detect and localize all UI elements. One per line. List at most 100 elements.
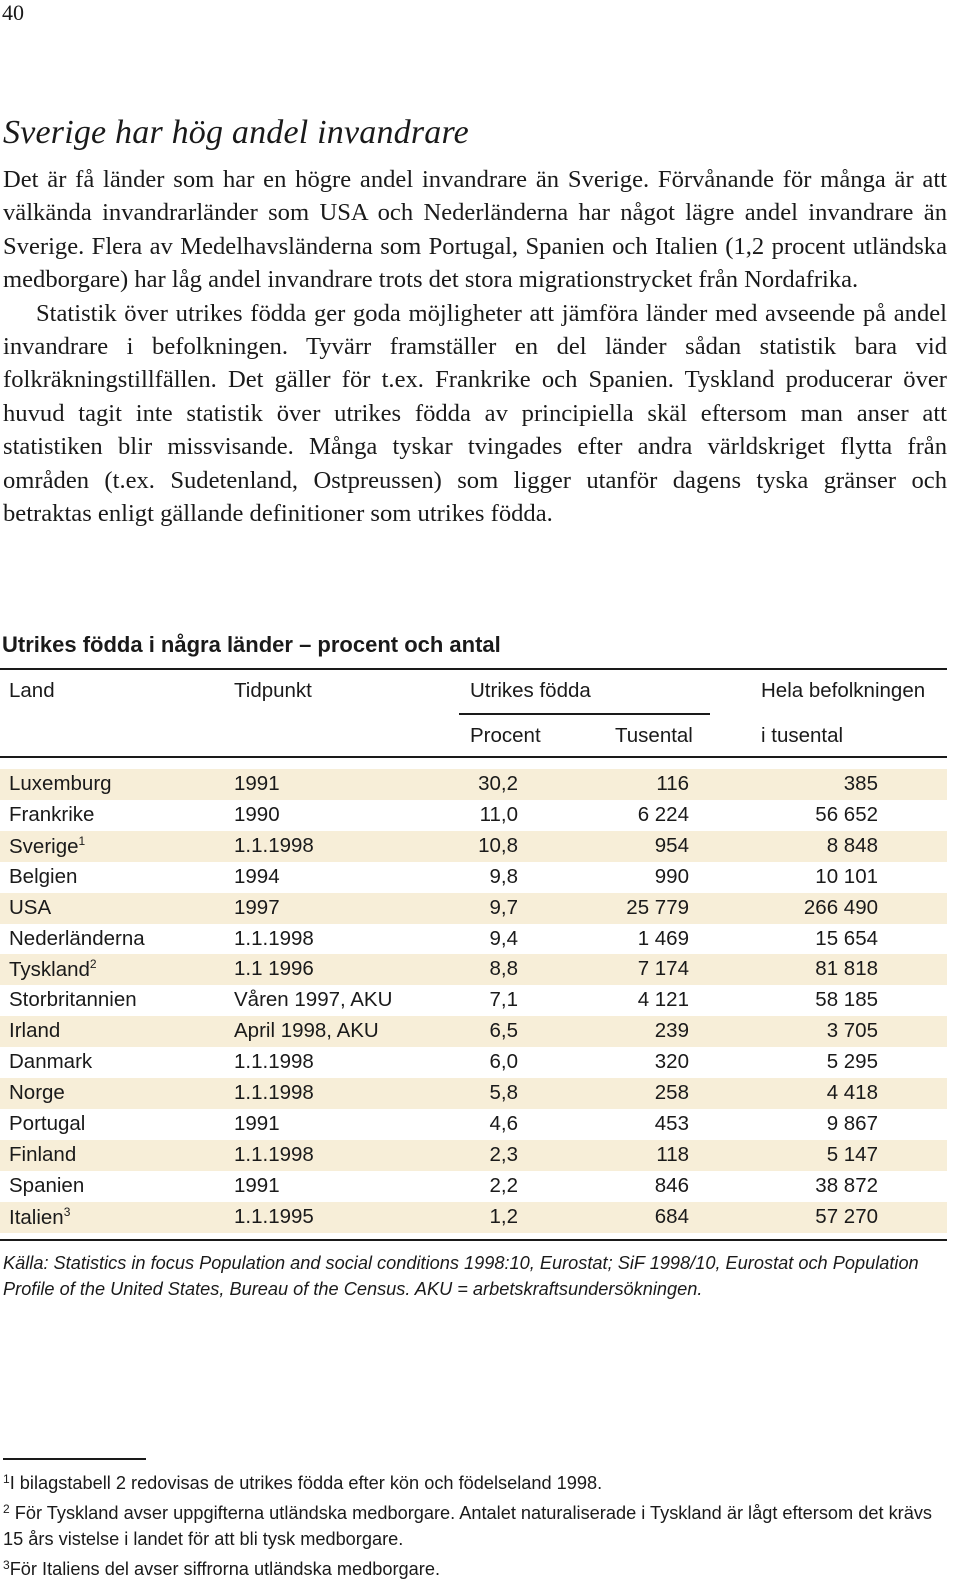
footnote-text: För Italiens del avser siffrorna utländs… <box>9 1559 441 1579</box>
cell-land: Finland <box>9 1143 76 1167</box>
cell-hela-befolkningen: 38 872 <box>815 1173 878 1197</box>
cell-tusental: 118 <box>656 1142 689 1166</box>
cell-procent: 9,4 <box>489 926 519 950</box>
table-row: Spanien 1991 2,2 846 38 872 <box>0 1171 947 1202</box>
cell-tusental: 990 <box>654 864 689 888</box>
cell-procent: 11,0 <box>479 802 518 826</box>
footnote-ref: 3 <box>63 1204 71 1219</box>
utrikes-span-rule <box>459 713 710 715</box>
table-row: Danmark 1.1.1998 6,0 320 5 295 <box>0 1047 947 1078</box>
country-name: Italien <box>9 1205 64 1229</box>
header-tusental: Tusental <box>615 724 693 747</box>
cell-tusental: 954 <box>654 833 689 857</box>
cell-procent: 7,1 <box>489 988 519 1012</box>
table-row: Italien3 1.1.1995 1,2 684 57 270 <box>0 1201 947 1233</box>
cell-hela-befolkningen: 266 490 <box>803 895 878 919</box>
cell-land: Portugal <box>9 1112 85 1136</box>
footnote-mark: 2 <box>3 1502 10 1516</box>
cell-hela-befolkningen: 5 295 <box>826 1050 878 1074</box>
cell-tidpunkt: 1991 <box>234 772 280 795</box>
cell-tidpunkt: 1.1.1998 <box>234 1142 314 1166</box>
footnote-2: 2 För Tyskland avser uppgifterna utländs… <box>3 1496 947 1552</box>
cell-tusental: 1 469 <box>637 926 689 950</box>
header-i-tusental: i tusental <box>761 724 844 747</box>
table-title: Utrikes födda i några länder – procent o… <box>2 632 501 657</box>
cell-tusental: 25 779 <box>626 895 689 919</box>
table-bottom-rule <box>0 1239 947 1241</box>
cell-tidpunkt: 1.1.1995 <box>234 1204 314 1228</box>
cell-procent: 6,5 <box>489 1019 519 1043</box>
cell-tusental: 684 <box>654 1204 689 1228</box>
cell-hela-befolkningen: 81 818 <box>815 957 878 981</box>
cell-land: Italien3 <box>9 1205 70 1230</box>
cell-procent: 2,3 <box>489 1142 519 1166</box>
cell-tusental: 6 224 <box>637 802 689 826</box>
cell-hela-befolkningen: 9 867 <box>826 1111 878 1135</box>
cell-tusental: 239 <box>654 1019 689 1043</box>
body-text: Det är få länder som har en högre andel … <box>3 163 947 530</box>
country-name: Danmark <box>9 1050 93 1074</box>
cell-hela-befolkningen: 3 705 <box>826 1019 878 1043</box>
table-row: Tyskland2 1.1 1996 8,8 7 174 81 818 <box>0 954 947 986</box>
cell-land: Spanien <box>9 1174 84 1198</box>
header-tidpunkt: Tidpunkt <box>234 679 312 702</box>
cell-hela-befolkningen: 10 101 <box>815 864 878 888</box>
cell-land: Nederländerna <box>9 927 145 951</box>
table-row: Portugal 1991 4,6 453 9 867 <box>0 1109 947 1140</box>
table-row: Norge 1.1.1998 5,8 258 4 418 <box>0 1078 947 1109</box>
cell-hela-befolkningen: 385 <box>843 772 878 795</box>
footnote-1: 1I bilagstabell 2 redovisas de utrikes f… <box>3 1466 947 1496</box>
cell-tidpunkt: 1994 <box>234 864 280 888</box>
table-row: Luxemburg 1991 30,2 116 385 <box>0 769 947 800</box>
country-name: Spanien <box>9 1173 85 1197</box>
cell-land: Danmark <box>9 1050 92 1074</box>
cell-procent: 10,8 <box>478 833 518 857</box>
cell-land: Sverige1 <box>9 834 85 859</box>
country-name: Frankrike <box>9 802 95 826</box>
footnote-mark: 3 <box>3 1558 10 1572</box>
table-row: Belgien 1994 9,8 990 10 101 <box>0 862 947 893</box>
cell-tidpunkt: 1.1.1998 <box>234 833 314 857</box>
cell-tidpunkt: Våren 1997, AKU <box>234 988 393 1012</box>
table-source: Källa: Statistics in focus Population an… <box>3 1253 919 1299</box>
cell-procent: 9,8 <box>489 864 519 888</box>
header-hela-befolkningen: Hela befolkningen <box>761 679 926 702</box>
cell-land: Luxemburg <box>9 772 112 796</box>
cell-procent: 2,2 <box>489 1173 519 1197</box>
cell-procent: 9,7 <box>489 895 519 919</box>
cell-hela-befolkningen: 15 654 <box>815 926 878 950</box>
paragraph-statistics: Statistik över utrikes födda ger goda mö… <box>3 299 947 528</box>
cell-procent: 30,2 <box>478 772 518 795</box>
cell-tidpunkt: April 1998, AKU <box>234 1019 379 1043</box>
cell-tidpunkt: 1.1.1998 <box>234 926 314 950</box>
cell-land: Irland <box>9 1019 60 1043</box>
country-name: Sverige <box>9 834 79 858</box>
country-name: Luxemburg <box>9 772 112 795</box>
cell-hela-befolkningen: 58 185 <box>815 988 878 1012</box>
footnote-3: 3För Italiens del avser siffrorna utländ… <box>3 1552 947 1582</box>
cell-tidpunkt: 1991 <box>234 1173 280 1197</box>
country-name: Storbritannien <box>9 988 137 1012</box>
cell-procent: 1,2 <box>489 1204 519 1228</box>
cell-tusental: 7 174 <box>637 957 689 981</box>
cell-land: Belgien <box>9 865 77 889</box>
page-number: 40 <box>2 0 24 25</box>
cell-tidpunkt: 1990 <box>234 802 280 826</box>
paragraph-intro: Det är få länder som har en högre andel … <box>3 166 947 294</box>
cell-hela-befolkningen: 8 848 <box>826 833 878 857</box>
cell-land: Tyskland2 <box>9 957 97 982</box>
cell-tidpunkt: 1991 <box>234 1111 280 1135</box>
table-row: Storbritannien Våren 1997, AKU 7,1 4 121 58 … <box>0 985 947 1016</box>
cell-tusental: 846 <box>654 1173 689 1197</box>
cell-procent: 8,8 <box>489 957 519 981</box>
country-name: Finland <box>9 1142 77 1166</box>
cell-procent: 4,6 <box>489 1111 519 1135</box>
table-header-rule <box>0 756 947 758</box>
footnotes: 1I bilagstabell 2 redovisas de utrikes f… <box>3 1466 947 1582</box>
table-row: Finland 1.1.1998 2,3 118 5 147 <box>0 1139 947 1171</box>
footnote-ref: 2 <box>89 957 97 972</box>
country-name: USA <box>9 895 52 919</box>
table-row: Frankrike 1990 11,0 6 224 56 652 <box>0 800 947 831</box>
footnote-separator <box>3 1458 146 1460</box>
footnote-mark: 1 <box>3 1472 10 1486</box>
